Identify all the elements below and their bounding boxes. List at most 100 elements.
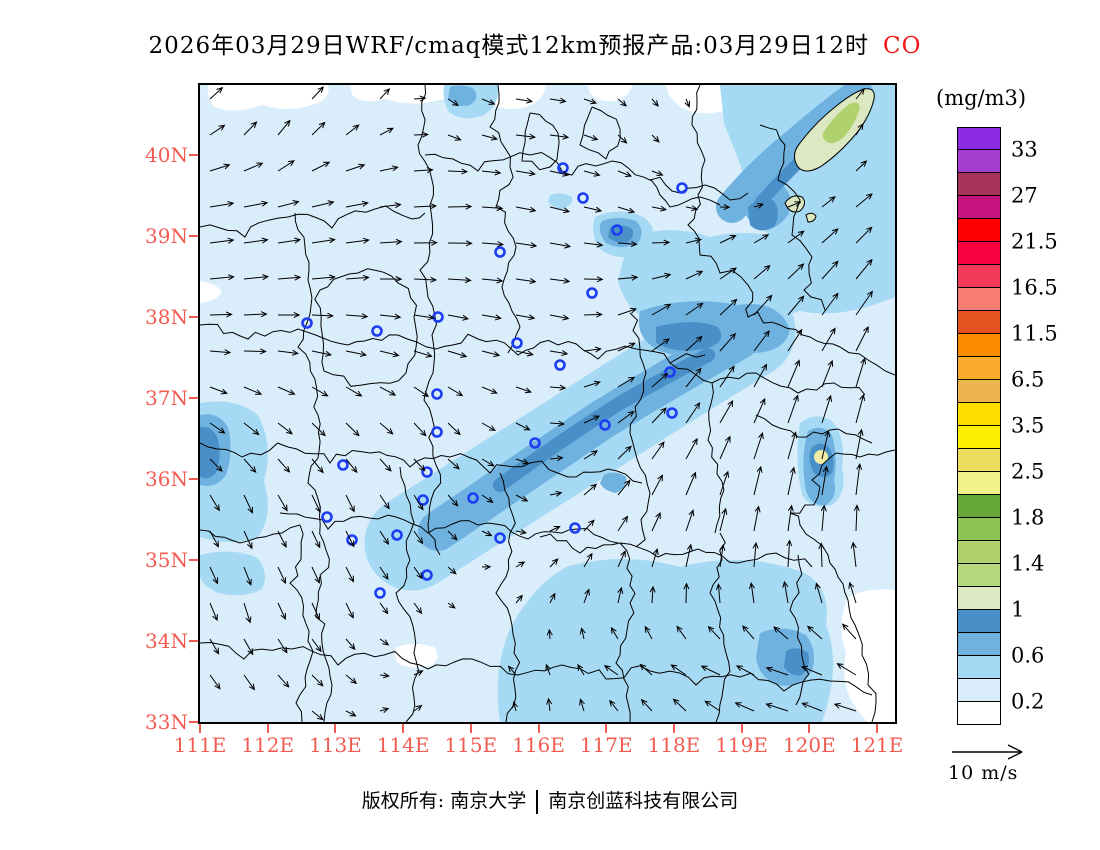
wind-arrow [855, 393, 866, 424]
wind-arrow [515, 133, 537, 140]
lon-axis-label: 119E [715, 733, 768, 757]
wind-arrow [583, 134, 599, 141]
wind-arrow [753, 465, 763, 496]
wind-arrow [345, 710, 357, 717]
colorbar-cell [957, 127, 1001, 150]
city-marker [557, 162, 569, 174]
wind-arrow [787, 431, 798, 460]
wind-arrow [836, 663, 857, 676]
colorbar-cell [957, 610, 1001, 633]
lat-axis-tick [189, 640, 198, 642]
wind-arrow [311, 638, 322, 653]
lon-axis-tick [808, 724, 811, 733]
province-boundary [789, 449, 895, 722]
wind-arrow [753, 264, 771, 280]
wind-arrow [617, 586, 624, 604]
colorbar-unit-label: (mg/m3) [936, 86, 1027, 110]
wind-arrow [481, 563, 492, 570]
wind-arrow [209, 124, 226, 136]
wind-arrow [209, 163, 231, 172]
wind-arrow [583, 311, 603, 318]
city-marker [666, 407, 678, 419]
province-boundary [649, 176, 749, 201]
wind-arrow [549, 558, 559, 568]
wind-arrow [209, 274, 235, 281]
wind-arrow [651, 338, 670, 352]
wind-arrow [507, 665, 517, 676]
wind-arrow [821, 260, 839, 280]
islet [805, 212, 817, 223]
wind-arrow [821, 327, 836, 352]
wind-arrow [209, 494, 220, 512]
wind-arrow [345, 638, 356, 651]
wind-arrow [685, 367, 702, 388]
wind-arrow [209, 674, 221, 690]
province-boundary [615, 542, 636, 722]
lon-axis-tick [334, 724, 337, 733]
province-boundary [707, 382, 725, 534]
concentration-fill [784, 648, 810, 676]
wind-arrow [311, 530, 321, 549]
colorbar-tick-label: 3.5 [1011, 413, 1045, 438]
lat-axis-tick [189, 154, 198, 156]
wind-arrow [413, 704, 423, 712]
wind-arrow [379, 313, 402, 320]
wind-arrow [515, 594, 523, 604]
wind-arrow [719, 267, 737, 280]
wind-arrow [209, 530, 219, 548]
city-marker [417, 494, 429, 506]
province-boundary [395, 466, 420, 722]
wind-arrow [481, 169, 502, 176]
lon-axis-tick [605, 724, 608, 733]
wind-arrow [277, 566, 286, 585]
wind-arrow [379, 422, 394, 435]
wind-arrow [413, 276, 438, 283]
lon-axis-label: 121E [850, 733, 904, 757]
wind-arrow [345, 530, 355, 548]
province-boundary [489, 85, 521, 354]
wind-arrow [243, 458, 257, 473]
city-marker [431, 388, 443, 400]
province-boundary [294, 212, 333, 722]
wind-arrow [651, 134, 660, 143]
wind-arrow [549, 420, 566, 427]
lon-axis-tick [537, 724, 540, 733]
city-marker [676, 182, 688, 194]
province-boundary [629, 312, 651, 548]
concentration-fill [394, 644, 438, 668]
wind-arrow [243, 348, 267, 355]
wind-arrow [787, 295, 805, 316]
lon-axis-label: 116E [512, 733, 565, 757]
wind-arrow [311, 237, 336, 244]
wind-arrow [311, 602, 320, 621]
wind-arrow [311, 86, 324, 100]
wind-arrow [243, 530, 253, 550]
wind-arrow [549, 384, 567, 391]
city-marker [611, 224, 623, 236]
wind-arrow [277, 349, 299, 356]
wind-arrow [753, 397, 766, 424]
wind-arrow [311, 710, 324, 721]
colorbar-tick-label: 1.4 [1011, 551, 1045, 576]
wind-arrow [684, 98, 690, 108]
wind-arrow [345, 674, 358, 685]
wind-arrow [806, 625, 823, 640]
wind-arrow [243, 638, 254, 656]
wind-arrow [617, 98, 627, 107]
colorbar-tick-label: 6.5 [1011, 367, 1045, 392]
city-marker [599, 419, 611, 431]
map-canvas [198, 83, 897, 724]
wind-arrow [413, 203, 438, 210]
lon-axis-label: 114E [376, 733, 430, 757]
city-marker [511, 337, 523, 349]
colorbar-cell [957, 265, 1001, 288]
wind-arrow [639, 663, 653, 676]
city-marker [467, 492, 479, 504]
wind-arrow [549, 97, 567, 104]
map-svg [200, 85, 895, 722]
wind-arrow [753, 234, 770, 244]
lat-axis-tick [189, 397, 198, 399]
wind-arrow [447, 530, 458, 541]
wind-arrow [379, 165, 399, 172]
wind-arrow [243, 566, 252, 586]
